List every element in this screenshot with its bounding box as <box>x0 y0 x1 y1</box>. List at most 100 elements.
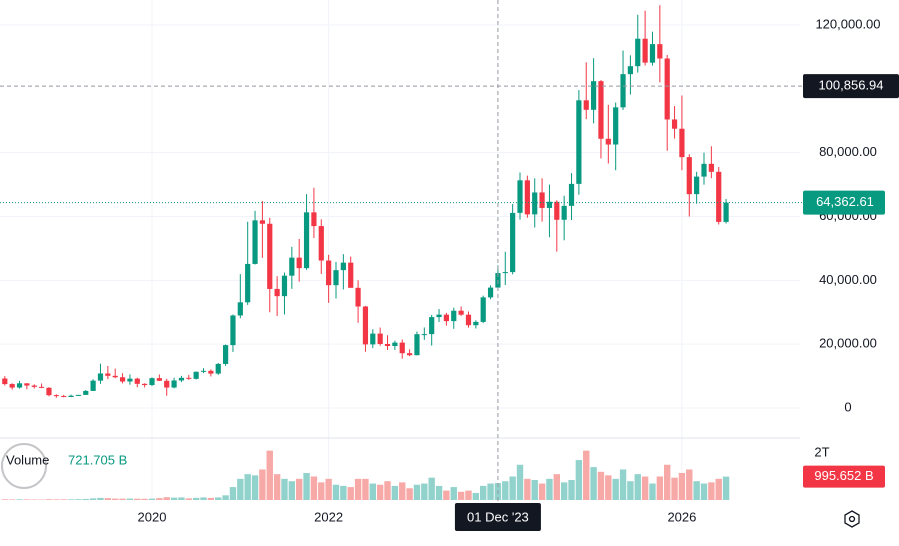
volume-bar <box>532 480 538 500</box>
candle-body <box>466 315 471 326</box>
candle-body <box>68 396 73 397</box>
candle-body <box>61 396 66 397</box>
volume-bar <box>2 499 8 500</box>
candle-body <box>289 258 294 276</box>
candle-body <box>562 206 567 220</box>
y-tick-label: 120,000.00 <box>815 16 880 31</box>
candle-body <box>2 378 7 384</box>
volume-bar <box>112 499 118 500</box>
candle-body <box>142 384 147 385</box>
candle-body <box>576 100 581 184</box>
candle-body <box>532 192 537 214</box>
volume-bar <box>362 479 368 500</box>
candle-body <box>613 107 618 144</box>
volume-bar <box>46 499 52 500</box>
candle-body <box>230 315 235 345</box>
volume-bar <box>186 498 192 500</box>
candle-body <box>517 180 522 213</box>
candle-body <box>252 220 257 264</box>
volume-bar <box>60 499 66 500</box>
volume-bar <box>561 482 567 500</box>
candle-body <box>304 212 309 268</box>
candle-body <box>723 203 728 222</box>
volume-bar <box>289 481 295 500</box>
volume-bar <box>171 498 177 500</box>
volume-bar <box>215 497 221 500</box>
volume-bar <box>97 498 103 500</box>
volume-bar <box>348 487 354 500</box>
candle-body <box>657 44 662 58</box>
settings-dot[interactable] <box>850 517 855 522</box>
candle-body <box>694 177 699 195</box>
candle-body <box>216 364 221 374</box>
volume-bar <box>318 482 324 500</box>
candle-body <box>392 343 397 346</box>
candle-body <box>584 100 589 109</box>
volume-bar <box>487 484 493 500</box>
volume-bar <box>127 499 133 500</box>
crosshair-price: 100,856.94 <box>818 78 883 93</box>
volume-bar <box>605 475 611 500</box>
candle-body <box>400 343 405 354</box>
volume-bar <box>83 499 89 500</box>
volume-bar <box>701 484 707 500</box>
volume-bar <box>164 497 170 500</box>
settings-hexagon[interactable] <box>845 511 859 527</box>
candle-body <box>39 387 44 388</box>
volume-bar <box>252 475 258 500</box>
candle-body <box>208 371 213 374</box>
candle-body <box>429 317 434 334</box>
candle-body <box>679 129 684 157</box>
volume-bar <box>193 498 199 500</box>
y-tick-label: 40,000.00 <box>819 272 877 287</box>
volume-bar <box>16 499 22 500</box>
candle-body <box>481 297 486 322</box>
candle-body <box>539 192 544 207</box>
candle-body <box>83 391 88 395</box>
candle-body <box>554 202 559 220</box>
volume-bar <box>716 479 722 500</box>
volume-bar <box>340 486 346 500</box>
volume-bar <box>53 499 59 500</box>
candle-body <box>503 272 508 273</box>
volume-bar <box>399 482 405 500</box>
volume-bar <box>723 477 729 500</box>
volume-bar <box>642 476 648 500</box>
volume-bar <box>392 486 398 500</box>
volume-bar <box>230 487 236 500</box>
candle-body <box>76 395 81 396</box>
grid <box>0 0 800 500</box>
volume-bar <box>119 499 125 500</box>
candle-body <box>385 344 390 346</box>
volume-bar <box>502 481 508 500</box>
candle-body <box>91 381 96 391</box>
volume-bar <box>546 479 552 500</box>
volume-bar <box>693 481 699 500</box>
candle-body <box>10 384 15 387</box>
x-tick-label: 2020 <box>138 509 167 524</box>
volume-bar <box>355 479 361 500</box>
candle-body <box>363 307 368 345</box>
volume-bar <box>274 474 280 500</box>
settings-icon[interactable] <box>845 511 859 527</box>
candle-body <box>414 334 419 355</box>
volume-bar <box>156 498 162 500</box>
volume-bar <box>539 484 545 500</box>
volume-bar <box>458 492 464 500</box>
last-price-label: 64,362.61 <box>816 194 874 209</box>
volume-bar <box>664 465 670 500</box>
candle-body <box>665 59 670 120</box>
volume-bar <box>554 474 560 500</box>
candle-body <box>635 39 640 66</box>
volume-bar <box>281 479 287 500</box>
candle-body <box>149 378 154 385</box>
volume-bar <box>465 491 471 500</box>
volume-bar <box>267 451 273 500</box>
volume-bar <box>414 485 420 500</box>
candle-body <box>201 371 206 372</box>
candle-body <box>127 379 132 382</box>
candle-body <box>17 383 22 387</box>
candle-body <box>333 270 338 285</box>
volume-bar <box>141 499 147 500</box>
candle-body <box>687 157 692 194</box>
